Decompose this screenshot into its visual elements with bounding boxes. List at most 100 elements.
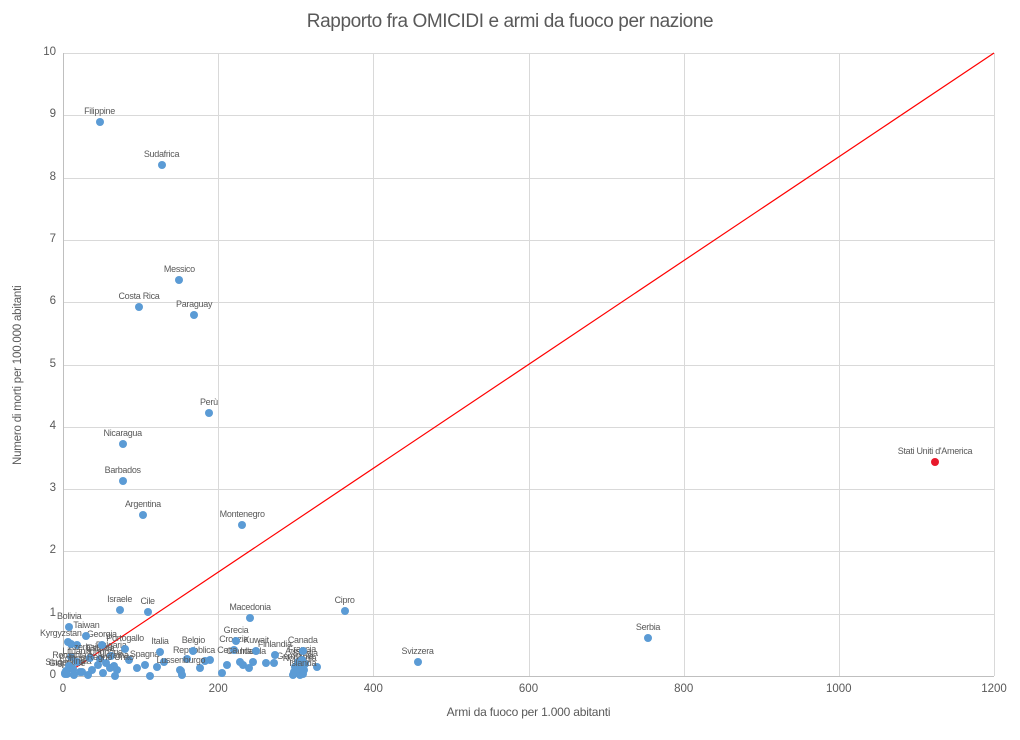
data-point: [156, 647, 164, 656]
point-label: Stati Uniti d'America: [897, 446, 973, 457]
point-label: Sudafrica: [143, 149, 180, 160]
point-label: Georgia: [86, 628, 117, 639]
x-tick-label: 600: [518, 683, 539, 695]
point-label: Polonia: [59, 653, 88, 664]
point-label: Paraguay: [176, 299, 213, 310]
point-label: Grecia: [223, 624, 249, 635]
data-point: [95, 117, 104, 126]
point-label: Barbados: [104, 465, 141, 475]
point-label: Singapore: [45, 656, 84, 667]
y-tick-label: 2: [49, 544, 56, 557]
x-tick-label: 0: [59, 683, 67, 695]
data-point: [132, 663, 141, 672]
data-point: [62, 670, 71, 679]
data-point: [232, 636, 240, 645]
x-axis-line: [63, 676, 994, 677]
gridline-horizontal: [63, 177, 994, 179]
point-label: Taiwan: [73, 620, 100, 631]
plot-area: SingaporeGiapponeRomaniaPoloniaLituaniaI…: [40, 52, 995, 680]
data-point: [246, 614, 254, 623]
gridline-horizontal: [63, 613, 994, 615]
data-point: [69, 670, 78, 679]
data-point: [65, 623, 74, 632]
data-point: [249, 658, 258, 667]
point-label: Ungheria: [88, 646, 123, 657]
data-point: [140, 661, 149, 670]
data-point: [177, 671, 186, 680]
reference-line: [62, 52, 995, 677]
y-tick-label: 5: [49, 357, 56, 370]
point-label: Ucraina: [99, 650, 129, 660]
data-point: [66, 653, 75, 662]
data-point: [152, 663, 161, 672]
data-point: [87, 665, 96, 674]
point-label: Bolivia: [56, 611, 82, 622]
data-point: [238, 521, 247, 530]
gridline-horizontal: [63, 551, 994, 553]
point-label: Italia: [151, 635, 169, 646]
gridline-vertical: [994, 53, 995, 676]
x-axis-ticks: 0 200 400 600 800 1000 1200: [0, 683, 1020, 703]
data-point: [69, 665, 78, 674]
point-label: Spagna: [129, 649, 160, 660]
data-point: [340, 607, 349, 616]
x-tick-label: 1000: [826, 683, 852, 695]
point-label: Costa Rica: [118, 291, 160, 302]
data-point: [298, 669, 307, 678]
chart-title: Rapporto fra OMICIDI e armi da fuoco per…: [306, 11, 714, 32]
x-axis-title: Armi da fuoco per 1.000 abitanti: [446, 705, 611, 719]
data-point: [73, 640, 81, 649]
point-label: Lituania: [62, 646, 92, 657]
point-label: Kuwait: [243, 635, 270, 646]
data-point-highlighted: [931, 458, 939, 467]
x-tick-label: 200: [208, 683, 228, 695]
data-point: [245, 663, 254, 672]
data-point: [235, 658, 244, 667]
y-tick-label: 6: [49, 295, 56, 308]
data-point: [175, 276, 184, 285]
data-point: [143, 607, 152, 616]
data-point: [135, 303, 143, 312]
data-point: [413, 657, 422, 666]
data-point: [73, 658, 81, 667]
y-axis-line: [63, 53, 64, 677]
y-tick-label: 4: [49, 419, 56, 432]
y-tick-label: 0: [49, 669, 56, 681]
data-point: [206, 656, 215, 665]
point-label: Israele: [107, 594, 133, 604]
data-point: [222, 660, 231, 669]
point-label: Canada: [287, 634, 318, 645]
x-tick-label: 1200: [981, 683, 1007, 695]
point-label: Perù: [199, 397, 218, 408]
y-tick-label: 1: [49, 606, 56, 619]
data-point: [121, 645, 130, 654]
data-point: [176, 667, 185, 675]
data-point: [270, 658, 278, 667]
data-point: [159, 658, 168, 667]
x-tick-label: 400: [363, 683, 383, 695]
data-point: [101, 658, 110, 667]
point-label: Lussenburgo: [156, 655, 206, 665]
y-tick-label: 8: [49, 170, 56, 183]
data-point: [118, 440, 127, 449]
y-tick-label: 10: [43, 46, 56, 58]
data-point: [196, 663, 205, 672]
y-tick-label: 7: [49, 232, 56, 245]
point-label: Finlandia: [257, 639, 292, 650]
data-point: [110, 662, 119, 670]
point-label: Montenegro: [219, 509, 265, 520]
data-point: [290, 668, 299, 677]
point-label: Cipro: [334, 595, 355, 606]
data-point: [138, 511, 147, 520]
point-label: Regno Unito: [86, 651, 134, 662]
point-label: Cile: [140, 595, 155, 606]
data-point: [124, 656, 133, 665]
data-point: [118, 477, 127, 485]
point-label: Olanda: [226, 646, 254, 657]
data-point: [270, 651, 279, 660]
data-point: [82, 632, 91, 641]
data-point: [204, 409, 213, 418]
point-label: Islanda: [289, 657, 317, 668]
data-point: [97, 640, 106, 649]
gridline-horizontal: [63, 489, 994, 491]
